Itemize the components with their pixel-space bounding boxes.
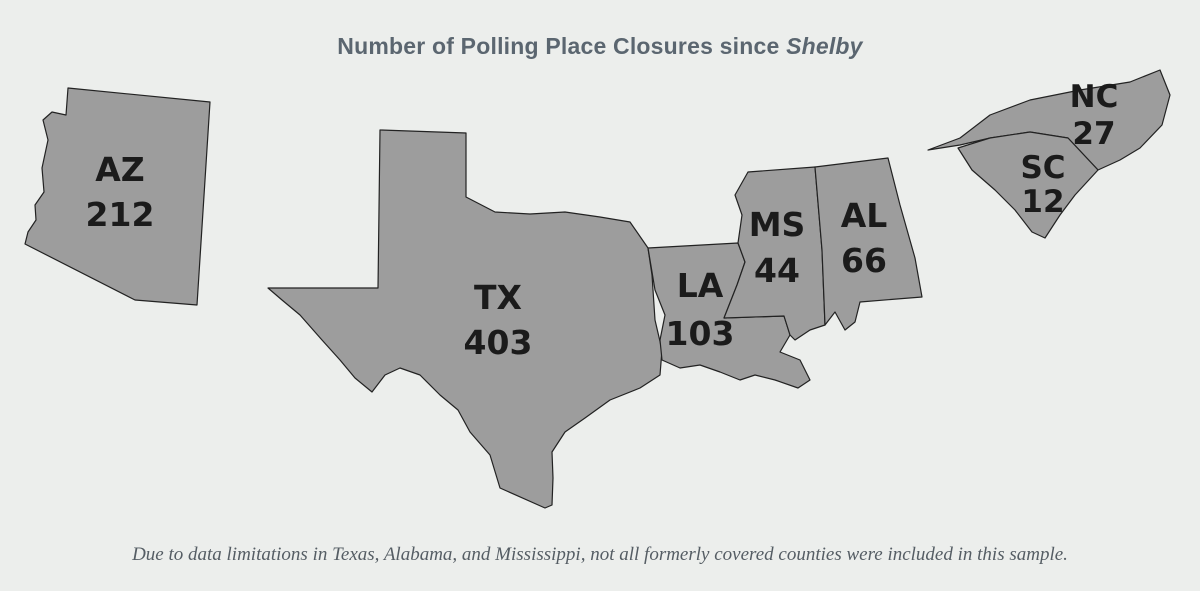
closures-count-az: 212 (86, 195, 155, 234)
state-abbr-al: AL (841, 196, 888, 235)
state-abbr-sc: SC (1020, 150, 1065, 186)
map-title-emphasis: Shelby (786, 33, 863, 59)
state-shape-az (24, 87, 211, 306)
state-abbr-tx: TX (474, 278, 522, 317)
closures-count-al: 66 (841, 241, 887, 280)
state-shape-al (814, 157, 923, 331)
state-abbr-la: LA (677, 266, 724, 305)
footnote: Due to data limitations in Texas, Alabam… (132, 544, 1068, 565)
closures-count-nc: 27 (1072, 116, 1115, 152)
state-shape-sc (957, 131, 1099, 239)
state-shape-tx (267, 129, 663, 509)
closures-count-ms: 44 (754, 251, 800, 290)
map-title: Number of Polling Place Closures since S… (0, 33, 1200, 60)
closures-count-sc: 12 (1021, 184, 1064, 220)
closures-count-tx: 403 (464, 323, 533, 362)
closures-count-la: 103 (666, 314, 735, 353)
state-abbr-nc: NC (1070, 79, 1119, 115)
map-title-prefix: Number of Polling Place Closures since (337, 33, 780, 59)
state-abbr-az: AZ (95, 150, 144, 189)
state-abbr-ms: MS (749, 205, 806, 244)
